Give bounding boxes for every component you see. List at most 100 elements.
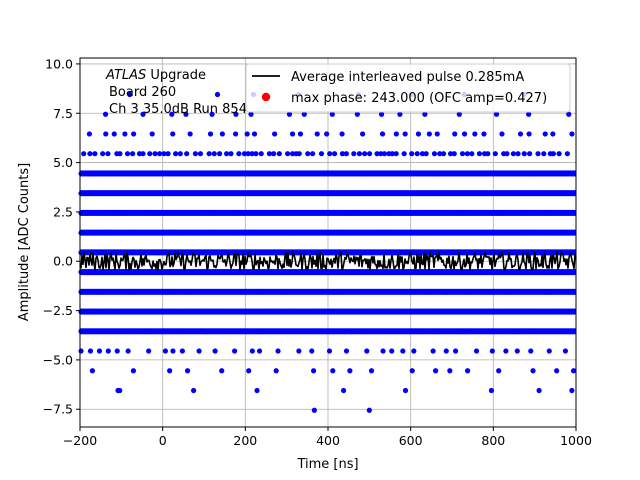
sample-point [401, 151, 407, 157]
sample-point [380, 348, 386, 354]
sample-point [256, 348, 263, 354]
x-axis-label: Time [ns] [296, 457, 358, 472]
sample-point [207, 131, 214, 137]
sample-point [87, 151, 93, 157]
sample-point [347, 368, 353, 374]
sample-point [517, 131, 524, 137]
sample-point [177, 151, 183, 157]
x-tick-label: 800 [481, 433, 505, 448]
sample-point [183, 111, 189, 117]
sample-point [224, 151, 230, 157]
sample-point [542, 131, 548, 137]
sample-point [374, 151, 380, 157]
sample-point [489, 348, 495, 354]
sample-point [570, 269, 576, 275]
sample-point [570, 328, 576, 334]
sample-point [314, 131, 320, 137]
sample-point [339, 151, 346, 157]
sample-point [447, 151, 454, 157]
sample-point [527, 151, 533, 157]
sample-point [254, 387, 260, 394]
sample-point [528, 348, 534, 354]
sample-point [419, 151, 426, 157]
sample-point [192, 151, 199, 157]
sample-point [515, 151, 521, 157]
sample-point [469, 151, 475, 157]
sample-point [389, 348, 395, 354]
sample-point [157, 151, 163, 157]
sample-point [564, 151, 570, 157]
sample-point [411, 348, 417, 354]
sample-point [566, 111, 572, 117]
sample-point [571, 368, 577, 374]
sample-point [356, 151, 363, 157]
sample-point [125, 348, 131, 354]
scatter-points [78, 91, 577, 413]
sample-point [286, 111, 293, 117]
sample-point [461, 131, 468, 137]
sample-point [562, 348, 569, 354]
sample-point [266, 151, 273, 157]
sample-point [211, 151, 217, 157]
sample-point [554, 368, 560, 374]
sample-point [366, 407, 372, 413]
sample-point [535, 151, 541, 157]
sample-point [453, 348, 459, 354]
sample-point [152, 151, 158, 157]
sample-point [249, 151, 255, 157]
sample-point [309, 151, 316, 157]
sample-point [426, 131, 432, 137]
sample-point [496, 368, 502, 374]
sample-point [197, 151, 204, 157]
x-tick-label: 1000 [560, 433, 592, 448]
sample-point [167, 368, 173, 374]
sample-point [366, 151, 373, 157]
sample-point [378, 111, 385, 117]
sample-point [570, 229, 576, 236]
sample-point [393, 131, 399, 137]
upgrade-label: Upgrade [146, 68, 206, 83]
sample-point [105, 348, 111, 354]
legend: Average interleaved pulse 0.285mA max ph… [245, 63, 571, 113]
sample-point [289, 151, 296, 157]
sample-point [232, 348, 238, 354]
sample-point [219, 131, 225, 137]
ticks-layer: −200 0 200 400 600 800 1000 −7.5 −5.0 −2.5 0.0 2.5 5… [43, 56, 592, 448]
sample-point [402, 131, 408, 137]
sample-point [570, 308, 576, 315]
sample-point [451, 151, 457, 157]
legend-dot-marker [261, 92, 271, 102]
sample-point [447, 368, 453, 374]
sample-point [476, 151, 483, 157]
sample-point [570, 190, 576, 196]
sample-point [423, 151, 429, 157]
sample-point [169, 111, 175, 117]
sample-point [111, 131, 117, 137]
sample-point [546, 348, 552, 354]
sample-point [258, 151, 264, 157]
sample-point [248, 111, 254, 117]
sample-point [340, 387, 347, 394]
sample-point [170, 348, 176, 354]
sample-point [331, 151, 338, 157]
sample-point [105, 151, 111, 157]
y-tick-label: 7.5 [53, 106, 73, 121]
sample-point [510, 151, 517, 157]
sample-point [452, 131, 458, 137]
legend-box [245, 63, 571, 113]
sample-point [276, 151, 282, 157]
sample-point [309, 348, 315, 354]
sample-point [434, 131, 440, 137]
sample-point [289, 131, 296, 137]
sample-point [488, 387, 495, 394]
sample-point [343, 151, 349, 157]
sample-point [481, 131, 487, 137]
sample-point [140, 151, 146, 157]
y-tick-label: 2.5 [53, 204, 73, 219]
sample-point [228, 151, 234, 157]
sample-point [273, 368, 279, 374]
sample-point [329, 111, 335, 117]
sample-point [214, 91, 221, 98]
sample-point [526, 111, 532, 117]
sample-point [330, 368, 336, 374]
